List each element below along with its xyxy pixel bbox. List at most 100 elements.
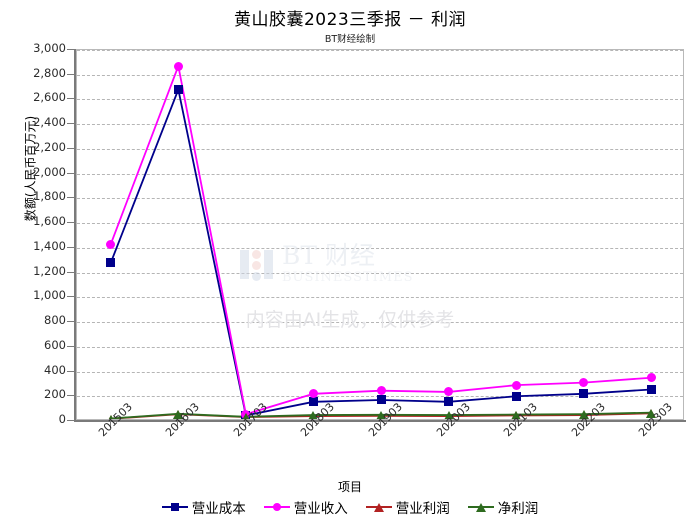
data-point: [444, 387, 454, 397]
y-axis-label: 1,200: [33, 263, 66, 278]
legend-label: 营业收入: [293, 501, 348, 517]
data-point: [443, 411, 454, 419]
gridline: [77, 371, 683, 373]
legend-swatch: [263, 501, 290, 513]
legend-item[interactable]: 营业利润: [365, 497, 450, 517]
gridline: [77, 99, 683, 101]
chart-title: 黄山胶囊2023三季报 － 利润: [233, 10, 467, 30]
y-axis-tick: [67, 98, 75, 100]
legend-swatch: [365, 501, 392, 513]
x-axis-tick: [244, 421, 246, 428]
x-axis-tick: [312, 421, 314, 428]
gridline: [77, 198, 683, 200]
legend-swatch: [161, 501, 188, 513]
data-point: [511, 391, 521, 401]
y-axis-tick: [67, 271, 75, 273]
x-axis-title: 项目: [337, 480, 362, 494]
y-axis-tick: [67, 246, 75, 248]
data-point: [444, 397, 454, 407]
y-axis-label: 1,800: [33, 189, 66, 204]
y-axis-label: 800: [44, 313, 66, 328]
y-axis-label: 3,000: [33, 41, 66, 55]
data-point: [173, 85, 183, 95]
y-axis-label: 1,600: [33, 214, 66, 229]
gridline: [77, 247, 683, 249]
legend-item[interactable]: 营业收入: [263, 497, 348, 517]
y-axis-tick: [67, 123, 75, 125]
x-axis-tick: [582, 421, 584, 428]
legend-item[interactable]: 营业成本: [161, 497, 246, 517]
series-line: [109, 62, 652, 416]
chart-legend: 营业成本 营业收入 营业利润 净利润: [0, 497, 700, 517]
gridline: [77, 272, 683, 274]
data-point: [376, 386, 386, 396]
data-point: [308, 389, 318, 399]
chart-subtitle: BT财经绘制: [324, 34, 376, 45]
legend-marker-triangle-icon: [373, 503, 384, 512]
x-axis-tick: [380, 421, 381, 428]
gridline: [77, 322, 683, 324]
legend-label: 营业利润: [395, 501, 450, 517]
y-axis-label: 200: [44, 387, 66, 402]
y-axis-label: 2,200: [33, 139, 66, 154]
data-point: [240, 412, 251, 419]
gridline: [77, 74, 683, 76]
legend-label: 营业成本: [191, 501, 246, 517]
y-axis-tick: [67, 49, 75, 50]
x-axis-tick: [177, 421, 179, 428]
y-axis-label: 0: [58, 412, 66, 426]
data-point: [511, 380, 521, 390]
gridline: [77, 124, 683, 126]
data-point: [173, 409, 184, 419]
data-point: [578, 410, 589, 419]
data-point: [105, 414, 116, 419]
y-axis-tick: [67, 197, 75, 199]
plot-area: [76, 49, 684, 420]
gridline: [77, 50, 683, 51]
data-point: [308, 411, 319, 419]
gridline: [77, 297, 683, 299]
legend-label: 净利润: [497, 501, 539, 517]
data-point: [106, 258, 116, 268]
y-axis-tick: [67, 147, 75, 149]
y-axis-label: 2,400: [33, 115, 66, 130]
gridline: [77, 148, 683, 150]
x-axis-tick: [109, 421, 111, 428]
legend-swatch: [467, 501, 494, 513]
y-axis-tick: [67, 73, 75, 75]
legend-marker-triangle-icon: [475, 503, 486, 512]
y-axis-tick: [67, 395, 75, 397]
y-axis-tick: [67, 222, 75, 224]
gridline: [77, 223, 683, 225]
legend-marker-circle-icon: [272, 503, 281, 511]
y-axis-label: 600: [44, 337, 66, 352]
y-axis-spine: [74, 49, 76, 420]
data-point: [511, 410, 522, 419]
x-axis-tick: [447, 421, 449, 428]
y-axis-tick: [67, 420, 75, 421]
legend-marker-square-icon: [170, 503, 179, 511]
x-axis-tick: [650, 421, 652, 428]
y-axis-label: 400: [44, 362, 66, 377]
y-axis-tick: [67, 370, 75, 372]
legend-item[interactable]: 净利润: [467, 497, 539, 517]
series-lines: [109, 62, 652, 419]
data-point: [579, 378, 589, 388]
y-axis-tick: [67, 172, 75, 174]
data-point: [308, 397, 318, 407]
data-point: [646, 408, 657, 418]
gridline: [77, 173, 683, 175]
data-point: [376, 395, 386, 405]
y-axis-label: 2,000: [33, 164, 66, 179]
y-axis-label: 2,800: [33, 65, 66, 80]
data-point: [646, 373, 656, 383]
y-axis-label: 1,000: [33, 288, 66, 303]
y-axis-tick: [67, 345, 75, 347]
x-axis-tick: [515, 421, 517, 428]
y-axis-tick: [67, 321, 75, 323]
y-axis-label: 1,400: [33, 238, 66, 253]
y-axis-label: 2,600: [33, 90, 66, 105]
data-point: [376, 410, 386, 419]
data-point: [106, 239, 116, 249]
